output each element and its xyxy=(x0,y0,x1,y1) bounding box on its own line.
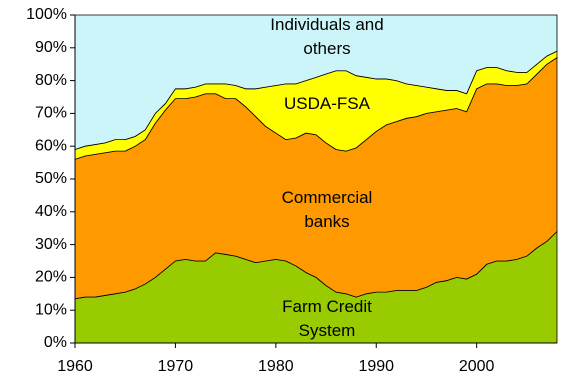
series-label: Farm Credit System xyxy=(282,297,372,340)
x-tick-label: 1960 xyxy=(57,358,93,375)
y-tick-label: 70% xyxy=(35,105,67,122)
x-tick-label: 2000 xyxy=(459,358,495,375)
x-tick-label: 1990 xyxy=(358,358,394,375)
series-label: Individuals and others xyxy=(270,15,384,58)
area xyxy=(74,14,558,151)
y-tick-label: 80% xyxy=(35,72,67,89)
y-tick-label: 20% xyxy=(35,269,67,286)
y-tick-label: 50% xyxy=(35,170,67,187)
y-tick-label: 30% xyxy=(35,236,67,253)
y-tick-label: 10% xyxy=(35,301,67,318)
y-tick-label: 100% xyxy=(26,6,67,23)
series-label: USDA-FSA xyxy=(284,94,370,113)
y-tick-label: 0% xyxy=(44,334,67,351)
x-tick-label: 1970 xyxy=(158,358,194,375)
y-tick-label: 60% xyxy=(35,137,67,154)
y-tick-label: 90% xyxy=(35,39,67,56)
y-tick-label: 40% xyxy=(35,203,67,220)
series-label: Commercial banks xyxy=(281,188,373,231)
x-tick-label: 1980 xyxy=(258,358,294,375)
